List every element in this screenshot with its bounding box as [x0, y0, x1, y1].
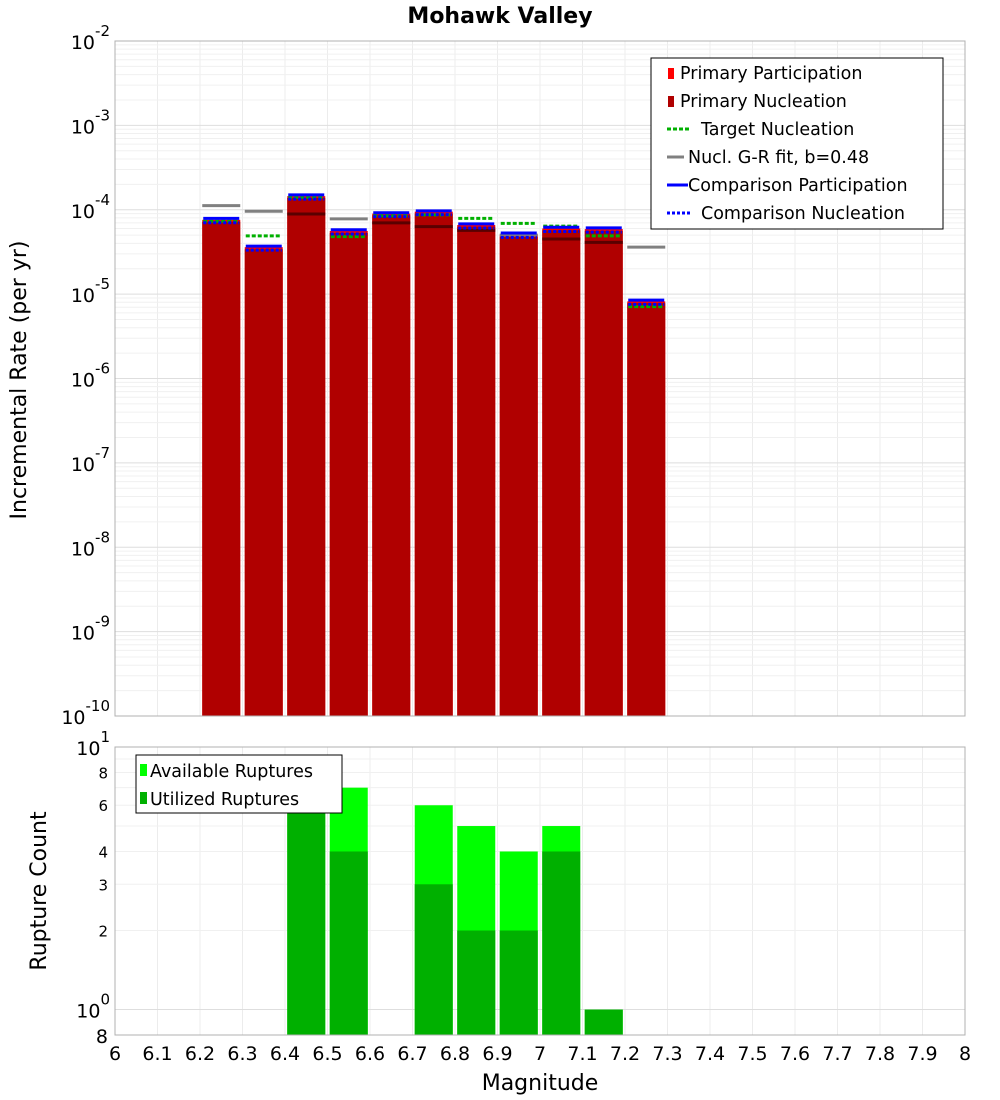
count-y-tick-label: 3 [98, 876, 108, 894]
count-legend-item-utilized-ruptures: Utilized Ruptures [140, 790, 299, 810]
x-tick-label: 7.9 [907, 1043, 937, 1065]
primary-nucleation-bar [542, 230, 581, 716]
utilized-ruptures-bar [329, 851, 368, 1035]
x-tick-label: 6 [109, 1043, 121, 1065]
rate-legend-label: Nucl. G-R fit, b=0.48 [688, 148, 869, 168]
count-y-tick-label: 101 [76, 728, 110, 760]
count-legend: Available Ruptures Utilized Ruptures [135, 754, 343, 814]
primary-nucleation-bar [329, 233, 368, 716]
rate-legend-label: Comparison Nucleation [701, 204, 905, 224]
count-bars [287, 772, 623, 1035]
x-tick-label: 7.8 [865, 1043, 895, 1065]
x-tick-label: 7.4 [695, 1043, 725, 1065]
utilized-ruptures-bar [414, 884, 453, 1035]
rate-plot-frame [114, 40, 966, 717]
rate-legend-label: Comparison Participation [688, 176, 908, 196]
x-tick-label: 6.4 [270, 1043, 300, 1065]
primary-nucleation-bar [627, 303, 666, 716]
rate-legend-label: Primary Nucleation [680, 92, 847, 112]
rate-y-tick-label: 10-9 [71, 613, 110, 645]
x-tick-label: 7.1 [567, 1043, 597, 1065]
count-plot-frame [114, 746, 966, 1036]
rate-y-tick-label: 10-3 [71, 106, 110, 138]
x-tick-label: 7.5 [737, 1043, 767, 1065]
rate-y-ticks: 10-10 10-9 10-8 10-7 10-6 10-5 10-4 10-3 10-2 [61, 22, 110, 729]
primary-nucleation-bar [287, 197, 326, 717]
rate-bars [202, 196, 666, 717]
x-tick-label: 6.7 [397, 1043, 427, 1065]
primary-nucleation-bar [244, 249, 283, 716]
rate-legend-item-comparison-nucleation: Comparison Nucleation [667, 204, 905, 224]
chart-title: Mohawk Valley [407, 4, 592, 29]
legend-swatch-bar [140, 792, 147, 804]
utilized-ruptures-bar [499, 930, 538, 1035]
legend-swatch-bar [140, 764, 147, 776]
rate-y-tick-label: 10-10 [61, 697, 110, 729]
utilized-ruptures-bar [287, 772, 326, 1035]
rate-legend-item-target-nucleation: Target Nucleation [667, 120, 854, 140]
rate-y-tick-label: 10-4 [71, 191, 110, 223]
primary-nucleation-bar [414, 213, 453, 717]
count-legend-label: Utilized Ruptures [150, 790, 299, 810]
primary-nucleation-bar [202, 221, 241, 716]
rate-legend-item-nucl-g-r-fit-b-0-48: Nucl. G-R fit, b=0.48 [667, 148, 869, 168]
rate-series-marks [202, 193, 666, 309]
rate-legend-item-primary-nucleation: Primary Nucleation [668, 92, 847, 112]
count-y-tick-label: 4 [98, 843, 108, 861]
utilized-ruptures-bar [457, 930, 496, 1035]
count-legend-item-available-ruptures: Available Ruptures [140, 762, 313, 782]
x-tick-label: 6.8 [440, 1043, 470, 1065]
x-tick-label: 6.1 [142, 1043, 172, 1065]
count-y-tick-label: 2 [98, 923, 108, 941]
rate-legend: Primary Participation Primary Nucleation T… [650, 57, 944, 230]
count-y-tick-label: 100 [76, 991, 110, 1023]
rate-y-tick-label: 10-8 [71, 528, 110, 560]
count-y-axis-label: Rupture Count [27, 811, 52, 971]
rate-y-tick-label: 10-2 [71, 22, 110, 54]
x-tick-label: 7 [534, 1043, 546, 1065]
x-tick-label: 6.6 [355, 1043, 385, 1065]
x-axis-label: Magnitude [482, 1071, 599, 1096]
rate-y-tick-label: 10-6 [71, 360, 110, 392]
rate-y-axis-label: Incremental Rate (per yr) [7, 241, 32, 520]
primary-nucleation-bar [457, 226, 496, 716]
count-y-tick-label: 8 [98, 764, 108, 782]
rate-y-tick-label: 10-7 [71, 444, 110, 476]
rate-legend-label: Target Nucleation [700, 120, 854, 140]
x-tick-label: 7.3 [652, 1043, 682, 1065]
legend-swatch-bar [668, 96, 674, 107]
x-tick-label: 6.5 [312, 1043, 342, 1065]
x-tick-label: 7.6 [780, 1043, 810, 1065]
primary-nucleation-bar [584, 230, 623, 716]
legend-swatch-bar [668, 68, 674, 79]
rate-y-tick-label: 10-5 [71, 275, 110, 307]
x-tick-label: 6.9 [482, 1043, 512, 1065]
count-y-tick-label: 6 [98, 797, 108, 815]
x-tick-label: 7.7 [822, 1043, 852, 1065]
utilized-ruptures-bar [542, 851, 581, 1035]
primary-nucleation-bar [499, 236, 538, 716]
magnitude-x-ticks: 6 6.1 6.2 6.3 6.4 6.5 6.6 6.7 6.8 6.9 7 7.1 7.2 7.3 7.… [109, 1043, 971, 1065]
rate-legend-label: Primary Participation [680, 64, 862, 84]
primary-nucleation-bar [372, 215, 411, 717]
x-tick-label: 6.2 [185, 1043, 215, 1065]
x-tick-label: 6.3 [227, 1043, 257, 1065]
count-legend-label: Available Ruptures [150, 762, 313, 782]
rate-legend-box [650, 57, 944, 230]
count-y-ticks: 8 6 4 3 2 101 100 8 [76, 728, 110, 1048]
count-legend-box [135, 754, 343, 814]
rate-panel: Mohawk Valley 10-1010-910-810-710-610-51… [7, 4, 966, 729]
count-grid [115, 747, 965, 1035]
rate-legend-item-primary-participation: Primary Participation [668, 64, 862, 84]
count-y-tick-label: 8 [96, 1026, 108, 1048]
rate-legend-item-comparison-participation: Comparison Participation [667, 176, 908, 196]
x-tick-label: 7.2 [610, 1043, 640, 1065]
utilized-ruptures-bar [584, 1009, 623, 1035]
x-tick-label: 8 [959, 1043, 971, 1065]
